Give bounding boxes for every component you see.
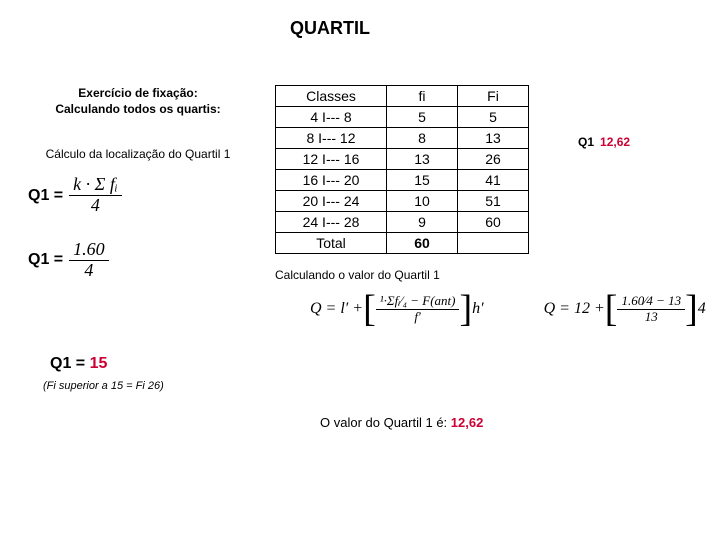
q1-15-value: 15: [90, 355, 108, 372]
exercise-line1: Exercício de fixação:: [78, 86, 197, 100]
formula-fraction: 1.60⁄4 − 13 13: [617, 294, 685, 325]
exercise-heading: Exercício de fixação: Calculando todos o…: [28, 85, 248, 117]
left-column: Exercício de fixação: Calculando todos o…: [28, 85, 248, 281]
fraction-k-sum: k · Σ fᵢ 4: [69, 175, 122, 216]
frac-num: 1.60: [69, 240, 109, 261]
formula-trail: h′: [472, 300, 484, 318]
result-value: 12,62: [451, 415, 484, 430]
formula-den: f′: [376, 310, 460, 325]
formula-den: 13: [617, 310, 685, 325]
frac-den: 4: [69, 196, 122, 216]
left-bracket-icon: [: [363, 290, 376, 328]
exercise-line2: Calculando todos os quartis:: [55, 102, 220, 116]
frac-num: k · Σ fᵢ: [69, 175, 122, 196]
bracket-wrap: [ ¹·Σfᵢ⁄₄ − F(ant) f′ ]: [363, 290, 472, 328]
col-fi: fi: [387, 86, 458, 107]
q1-formula-1: Q1 = k · Σ fᵢ 4: [28, 175, 248, 216]
col-classes: Classes: [276, 86, 387, 107]
fi-note: (Fi superior a 15 = Fi 26): [43, 380, 164, 392]
bracket-wrap: [ 1.60⁄4 − 13 13 ]: [605, 290, 698, 328]
formula-fraction: ¹·Σfᵢ⁄₄ − F(ant) f′: [376, 294, 460, 325]
col-Fi: Fi: [458, 86, 529, 107]
table-row: 16 I--- 201541: [276, 170, 529, 191]
right-bracket-icon: ]: [459, 290, 472, 328]
left-bracket-icon: [: [605, 290, 618, 328]
table-total-row: Total60: [276, 233, 529, 254]
right-bracket-icon: ]: [685, 290, 698, 328]
q1-callout-label: Q1: [578, 135, 594, 149]
q1-callout-value: 12,62: [600, 135, 630, 149]
formula-num: ¹·Σfᵢ⁄₄ − F(ant): [376, 294, 460, 310]
frac-den: 4: [69, 261, 109, 281]
frequency-table: Classes fi Fi 4 I--- 855 8 I--- 12813 12…: [275, 85, 529, 254]
q1-label: Q1 =: [28, 251, 63, 269]
q1-label: Q1 =: [28, 187, 63, 205]
formula-trail: 4: [698, 300, 706, 318]
table-row: 24 I--- 28960: [276, 212, 529, 233]
q1-formula-2: Q1 = 1.60 4: [28, 240, 248, 281]
formula-num: 1.60⁄4 − 13: [617, 294, 685, 310]
formula-lead: Q = 12 +: [544, 300, 605, 318]
q1-15-label: Q1 =: [50, 355, 90, 372]
formula-generic: Q = l′ + [ ¹·Σfᵢ⁄₄ − F(ant) f′ ] h′: [310, 290, 484, 328]
result-text: O valor do Quartil 1 é:: [320, 415, 451, 430]
q1-result-callout: Q1 12,62: [578, 135, 630, 149]
table-row: 20 I--- 241051: [276, 191, 529, 212]
table-row: 8 I--- 12813: [276, 128, 529, 149]
table-row: 4 I--- 855: [276, 107, 529, 128]
calc-location-text: Cálculo da localização do Quartil 1: [28, 147, 248, 161]
formula-lead: Q = l′ +: [310, 300, 363, 318]
formula-numeric: Q = 12 + [ 1.60⁄4 − 13 13 ] 4: [544, 290, 706, 328]
formula-row: Q = l′ + [ ¹·Σfᵢ⁄₄ − F(ant) f′ ] h′ Q = …: [310, 290, 706, 328]
final-result: O valor do Quartil 1 é: 12,62: [320, 415, 483, 430]
calc-value-text: Calculando o valor do Quartil 1: [275, 268, 440, 282]
table-header-row: Classes fi Fi: [276, 86, 529, 107]
table-row: 12 I--- 161326: [276, 149, 529, 170]
q1-equals-15: Q1 = 15: [50, 355, 107, 373]
fraction-160-4: 1.60 4: [69, 240, 109, 281]
page-title: QUARTIL: [290, 18, 370, 39]
